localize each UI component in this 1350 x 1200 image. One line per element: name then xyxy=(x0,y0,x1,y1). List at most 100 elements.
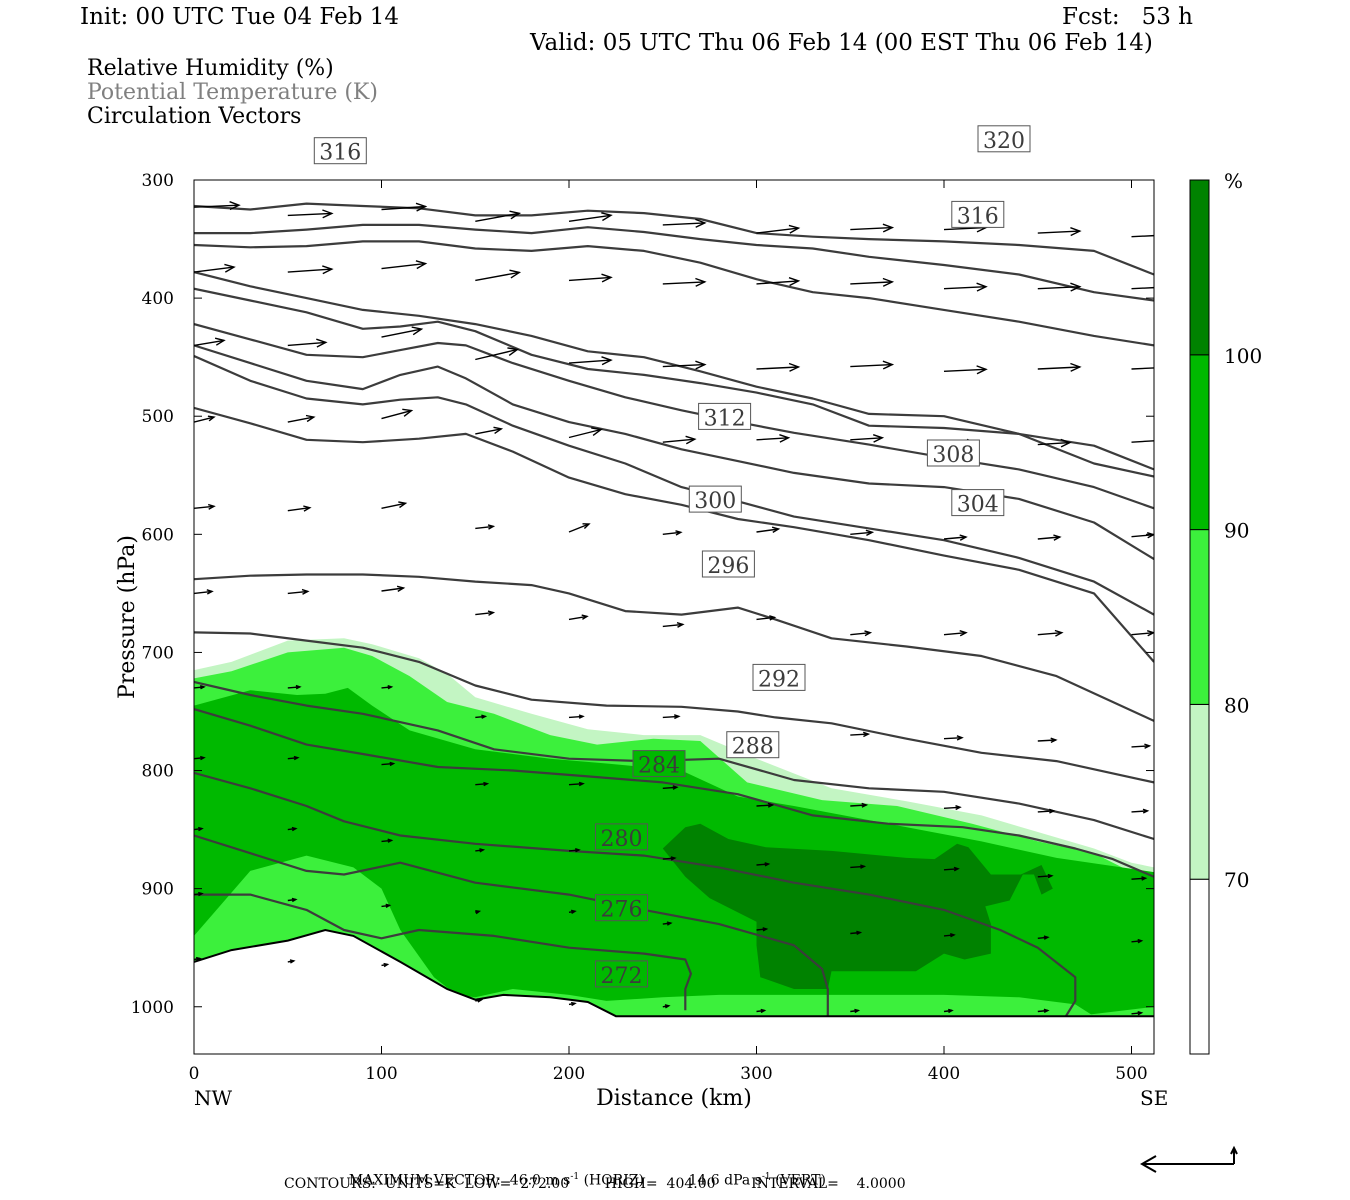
vector-head xyxy=(676,622,685,628)
contour-label-box xyxy=(595,894,648,922)
circulation-vector xyxy=(287,826,298,832)
contour-label-316: 316 xyxy=(313,137,367,166)
circulation-vector xyxy=(194,503,216,510)
vector-head xyxy=(402,408,414,417)
field-legend-item: Relative Humidity (%) xyxy=(87,56,334,81)
vector-shaft xyxy=(1037,536,1060,540)
contour-label-304: 304 xyxy=(951,489,1005,518)
circulation-vector xyxy=(662,622,685,628)
circulation-vector xyxy=(756,277,801,287)
vector-shaft xyxy=(194,590,213,595)
colorbar-tick-label: 90 xyxy=(1224,519,1249,543)
contour-label-box xyxy=(701,550,755,578)
vector-head xyxy=(762,927,769,932)
vector-head xyxy=(1144,743,1152,749)
circulation-vector xyxy=(194,755,206,761)
vector-head xyxy=(771,526,781,534)
circulation-vector xyxy=(756,362,801,372)
vector-head xyxy=(291,897,298,903)
circulation-vector xyxy=(1131,808,1150,814)
circulation-vector xyxy=(568,212,613,222)
vector-shaft xyxy=(568,359,612,364)
vector-shaft xyxy=(568,276,612,282)
circulation-vector xyxy=(381,202,428,212)
vector-shaft xyxy=(194,339,225,347)
circulation-vector xyxy=(194,826,204,832)
theta-contour-316 xyxy=(194,271,1154,471)
vector-shaft xyxy=(1131,234,1154,238)
circulation-vector xyxy=(287,505,312,512)
theta-contour-324 xyxy=(194,223,1154,302)
vector-head xyxy=(949,933,956,938)
vector-head xyxy=(664,1004,671,1009)
contour-label-box xyxy=(977,125,1031,153)
circulation-vector xyxy=(943,282,988,292)
vector-head xyxy=(976,282,988,292)
vector-shaft xyxy=(381,762,394,766)
vector-head xyxy=(383,962,390,968)
circulation-vector xyxy=(475,269,522,282)
circulation-vector xyxy=(850,731,871,738)
x-tick-label: 0 xyxy=(189,1064,200,1084)
y-tick-label: 900 xyxy=(142,880,174,900)
theta-contour-272 xyxy=(194,893,693,1011)
circulation-vector xyxy=(756,224,801,234)
vector-shaft xyxy=(1037,810,1054,813)
colorbar-tick-label: 80 xyxy=(1224,693,1249,717)
contour-label-text: 316 xyxy=(957,204,999,229)
vector-shaft xyxy=(662,438,695,443)
contour-label-316: 316 xyxy=(951,200,1005,229)
vector-shaft xyxy=(850,865,865,869)
vector-shaft xyxy=(662,623,683,628)
vert-exponent: -1 xyxy=(761,1172,771,1182)
vector-shaft xyxy=(943,368,987,372)
colorbar-unit-label: % xyxy=(1224,169,1243,193)
vector-shaft xyxy=(1037,230,1080,234)
vector-shaft xyxy=(287,416,314,423)
circulation-vector xyxy=(287,265,334,275)
vector-head xyxy=(578,781,585,787)
theta-contour-300 xyxy=(194,406,1154,663)
vector-head xyxy=(601,212,613,222)
contour-labels: 272 276 280 284 288 292 296 300 304 308 312 316 316 3… xyxy=(313,125,1031,989)
circulation-vector xyxy=(1037,227,1082,237)
circulation-vector xyxy=(194,201,241,211)
circulation-vector xyxy=(662,530,683,536)
contour-label-308: 308 xyxy=(926,439,980,468)
vector-shaft xyxy=(475,428,502,435)
vector-shaft xyxy=(943,226,987,231)
vector-head xyxy=(788,277,801,287)
circulation-vector xyxy=(850,360,895,370)
contour-label-text: 292 xyxy=(758,667,800,692)
circulation-vector xyxy=(381,761,396,767)
vector-shaft xyxy=(1131,877,1146,880)
vector-head xyxy=(670,856,677,861)
contour-label-292: 292 xyxy=(752,663,806,692)
contour-label-box xyxy=(951,200,1005,228)
vector-head xyxy=(301,588,310,595)
theta-contour-304 xyxy=(194,354,1154,616)
vector-head xyxy=(865,529,875,537)
vector-head xyxy=(208,503,216,510)
contour-label-280: 280 xyxy=(595,823,648,852)
vector-head xyxy=(695,218,707,228)
nw-end-label: NW xyxy=(194,1086,233,1110)
max-vector-line: MAXIMUM VECTOR: 46.0 m s-1 (HORIZ) 14.6 … xyxy=(340,1156,826,1189)
contour-label-272: 272 xyxy=(595,960,648,989)
vector-shaft xyxy=(662,531,681,535)
vector-shaft xyxy=(1037,441,1070,446)
vector-head xyxy=(882,223,895,233)
vector-shaft xyxy=(475,348,518,361)
vector-shaft xyxy=(1131,440,1154,443)
circulation-vector xyxy=(943,1008,954,1014)
circulation-vector xyxy=(850,223,895,233)
circulation-vector xyxy=(475,781,490,787)
vector-shaft xyxy=(568,214,612,222)
vert-vector-value: 14.6 dPa s xyxy=(688,1172,762,1189)
x-axis-label: Distance (km) xyxy=(596,1086,752,1111)
circulation-vector xyxy=(568,427,603,439)
circulation-vector xyxy=(194,589,214,595)
vector-shaft xyxy=(1131,810,1148,813)
y-tick-label: 500 xyxy=(142,407,174,427)
vector-head xyxy=(570,1001,577,1007)
